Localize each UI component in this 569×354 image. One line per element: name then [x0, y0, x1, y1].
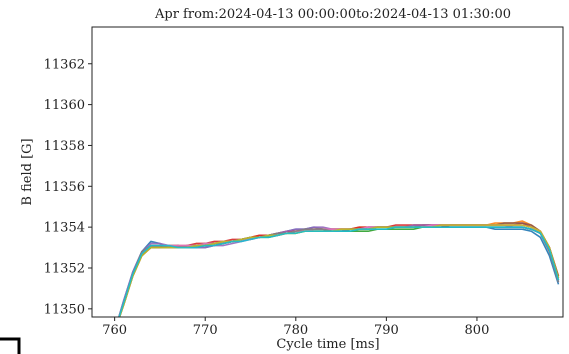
x-tick-label: 800 — [465, 323, 490, 338]
y-axis-label: B field [G] — [20, 138, 35, 205]
y-tick-label: 11350 — [44, 302, 85, 317]
chart-title: Apr from:2024-04-13 00:00:00to:2024-04-1… — [154, 7, 511, 22]
y-tick-label: 11352 — [44, 261, 85, 276]
series-line-4 — [115, 223, 559, 331]
series-line-8 — [115, 227, 559, 331]
corner-mark — [0, 339, 19, 354]
series-layer — [115, 221, 559, 331]
series-line-1 — [115, 225, 559, 331]
series-line-7 — [115, 225, 559, 331]
y-tick-label: 11358 — [44, 139, 85, 154]
x-axis-label: Cycle time [ms] — [276, 337, 379, 352]
y-tick-label: 11356 — [44, 180, 85, 195]
series-line-9 — [115, 225, 559, 331]
plot-frame — [92, 27, 563, 317]
y-tick-label: 11362 — [44, 57, 85, 72]
x-tick-label: 790 — [374, 323, 399, 338]
y-axis: 11350 11352 11354 11356 11358 11360 11362 — [44, 57, 92, 317]
x-axis: 760 770 780 790 800 — [102, 317, 489, 338]
series-line-3 — [115, 227, 559, 331]
y-tick-label: 11360 — [44, 98, 85, 113]
x-tick-label: 780 — [283, 323, 308, 338]
series-line-2 — [115, 221, 559, 331]
series-line-6 — [115, 223, 559, 331]
x-tick-label: 770 — [193, 323, 218, 338]
series-line-10 — [115, 227, 559, 331]
series-line-5 — [115, 225, 559, 331]
y-tick-label: 11354 — [44, 221, 85, 236]
x-tick-label: 760 — [102, 323, 127, 338]
